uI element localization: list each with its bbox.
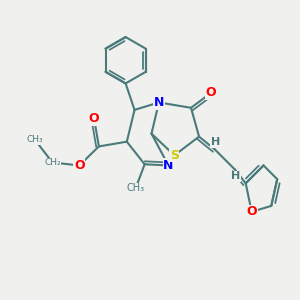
Text: O: O (246, 205, 257, 218)
Text: O: O (89, 112, 99, 125)
Text: H: H (231, 172, 241, 182)
Text: CH₂: CH₂ (44, 158, 61, 167)
Text: CH₃: CH₃ (26, 135, 43, 144)
Text: O: O (74, 159, 85, 172)
Text: CH₃: CH₃ (127, 183, 145, 193)
Text: S: S (170, 149, 179, 162)
Text: N: N (154, 96, 164, 109)
Text: H: H (211, 137, 220, 147)
Text: O: O (206, 86, 216, 99)
Text: N: N (163, 159, 174, 172)
